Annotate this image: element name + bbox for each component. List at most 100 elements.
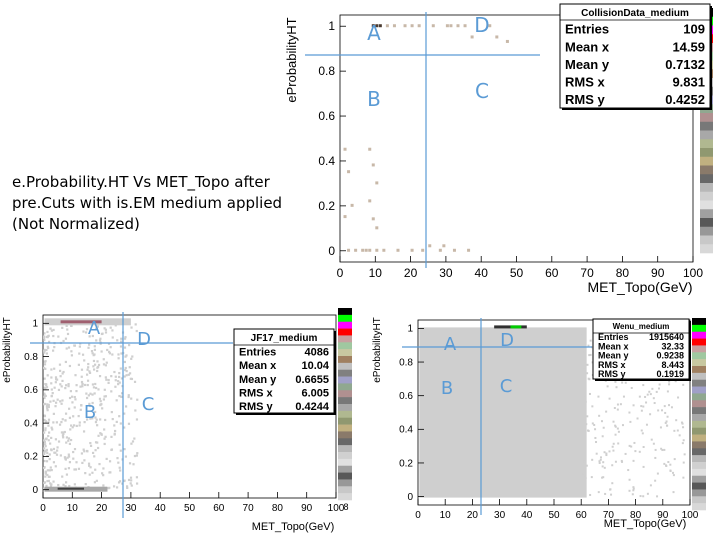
palette-swatch <box>338 390 352 398</box>
x-tick-label: 30 <box>439 266 453 280</box>
density-cell <box>47 405 50 409</box>
palette-swatch <box>692 441 706 449</box>
palette-swatch <box>692 400 706 408</box>
density-cell <box>99 432 102 435</box>
density-cell <box>588 392 591 395</box>
density-cell <box>57 335 60 338</box>
x-tick-label: 0 <box>415 510 421 521</box>
density-cell <box>657 387 660 390</box>
density-cell <box>47 424 50 427</box>
density-cell <box>89 404 92 408</box>
density-cell <box>43 403 46 406</box>
density-cell <box>114 375 117 378</box>
density-cell <box>107 342 111 345</box>
region-label-d: D <box>474 13 489 37</box>
density-cell <box>85 373 89 376</box>
density-cell <box>73 344 76 347</box>
density-cell <box>589 493 592 496</box>
palette-swatch <box>338 342 352 350</box>
palette-swatch <box>692 420 706 429</box>
stats-box: CollisionData_medium Entries 109 Mean x 14.5… <box>559 3 712 110</box>
density-cell <box>127 478 131 482</box>
density-cell <box>445 24 449 28</box>
density-cell <box>88 370 91 373</box>
stats-value: 109 <box>683 22 705 37</box>
density-cell <box>587 429 590 432</box>
density-cell <box>104 364 107 367</box>
density-cell <box>627 469 630 472</box>
density-cell <box>96 446 100 450</box>
y-tick-label: 1 <box>407 324 413 335</box>
density-cell <box>621 460 624 463</box>
density-cell <box>103 327 106 330</box>
density-cell <box>102 398 106 401</box>
palette-swatch <box>692 414 706 422</box>
density-cell <box>91 451 95 455</box>
density-cell <box>46 345 49 348</box>
x-tick-label: 90 <box>301 503 313 514</box>
density-cell <box>73 406 76 409</box>
y-tick-label: 0.2 <box>24 452 38 463</box>
density-cell <box>664 421 667 424</box>
density-cell <box>645 401 648 404</box>
density-cell <box>117 481 121 484</box>
density-cell <box>50 436 53 440</box>
density-cell <box>495 35 499 39</box>
density-cell <box>594 428 597 431</box>
density-cell <box>82 330 85 333</box>
density-cell <box>71 401 74 404</box>
density-cell <box>421 248 425 252</box>
density-cell <box>589 339 592 342</box>
density-cell <box>79 408 82 411</box>
x-tick-label: 100 <box>682 510 699 521</box>
density-cell <box>123 412 126 415</box>
density-cell <box>50 376 53 379</box>
density-cell <box>53 346 56 349</box>
density-cell <box>673 429 676 432</box>
stats-value: 8.443 <box>661 360 684 370</box>
density-cell <box>68 407 71 410</box>
density-cell <box>52 480 55 483</box>
density-cell <box>605 410 608 413</box>
density-cell <box>87 366 90 369</box>
density-cell <box>43 363 47 366</box>
density-cell <box>113 370 116 374</box>
density-cell <box>94 421 98 424</box>
density-cell <box>45 449 48 452</box>
density-cell <box>120 395 123 398</box>
y-tick-label: 0 <box>32 485 38 496</box>
density-cell <box>44 475 47 478</box>
density-cell <box>104 331 108 334</box>
density-cell <box>624 452 627 455</box>
density-cell <box>60 402 63 405</box>
density-cell <box>595 452 598 455</box>
palette-swatch <box>700 130 713 140</box>
density-cell <box>131 440 135 443</box>
density-cell <box>117 383 120 386</box>
density-cell <box>642 384 645 387</box>
density-cell <box>119 345 123 348</box>
density-cell <box>67 453 70 456</box>
density-cell <box>678 434 681 437</box>
density-cell <box>621 381 624 384</box>
density-cell <box>584 412 587 415</box>
density-cell <box>49 442 52 445</box>
density-cell <box>91 401 94 405</box>
stats-value: 0.7132 <box>665 57 705 72</box>
palette-swatch <box>700 200 713 210</box>
density-cell <box>50 382 53 385</box>
density-cell <box>94 468 97 471</box>
density-cell <box>677 396 680 399</box>
palette-swatch <box>338 321 352 329</box>
density-cell <box>128 372 132 375</box>
density-cell <box>47 439 50 442</box>
density-cell <box>50 426 53 429</box>
density-cell <box>629 420 632 423</box>
density-cell <box>75 424 78 428</box>
density-cell <box>94 416 97 419</box>
density-cell <box>628 489 631 492</box>
density-cell <box>108 350 111 353</box>
density-cell <box>119 469 122 472</box>
density-cell <box>55 453 59 456</box>
density-cell <box>655 390 658 393</box>
